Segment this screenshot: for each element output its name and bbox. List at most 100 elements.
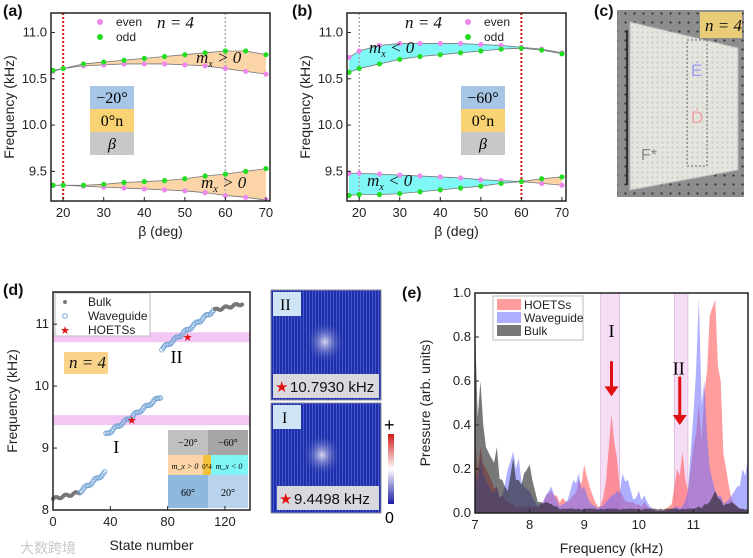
x-tick-label: 120	[214, 514, 236, 529]
y-axis-label: Frequency (kHz)	[1, 55, 17, 158]
point-even	[356, 170, 362, 176]
legend-marker-waveguide	[62, 313, 68, 319]
x-tick-label: 7	[471, 517, 478, 532]
inset-cell	[461, 86, 505, 109]
point-waveguide	[77, 489, 83, 496]
point-even	[182, 188, 188, 194]
inset-label: m_x > 0	[172, 462, 199, 471]
panel-label-a: (a)	[3, 3, 23, 20]
legend-label-hoetss: HOETSs	[524, 298, 571, 312]
curve-odd	[348, 176, 562, 196]
point-odd	[397, 190, 403, 197]
y-tick-label: 11.0	[23, 24, 47, 39]
point-even	[417, 173, 423, 179]
legend-label-waveguide: Waveguide	[524, 311, 584, 325]
y-tick-label: 10.5	[22, 71, 47, 86]
point-odd	[417, 189, 423, 195]
point-odd	[243, 168, 249, 174]
highlight-band	[53, 415, 250, 426]
curve-odd	[348, 47, 563, 73]
marker-E: Ė	[691, 61, 702, 80]
band-fill	[184, 52, 206, 66]
inset-cell	[211, 455, 248, 475]
y-tick-label: 10.0	[22, 117, 47, 132]
point-odd	[498, 46, 504, 52]
band-fill	[420, 43, 441, 57]
point-odd	[347, 69, 352, 75]
legend-swatch-waveguide	[497, 312, 521, 323]
point-odd	[80, 182, 87, 188]
point-waveguide	[207, 311, 214, 317]
point-odd	[437, 187, 443, 193]
band-fill	[379, 174, 400, 195]
mode-label-box-II	[273, 292, 301, 316]
inset-label: 0°n	[472, 113, 494, 130]
band-fill	[164, 54, 185, 65]
point-odd	[51, 67, 56, 74]
legend-marker-odd	[465, 34, 471, 40]
x-axis-label: β (deg)	[138, 223, 183, 239]
band-fill	[460, 177, 481, 189]
band-fill	[541, 176, 562, 186]
y-tick-label: 0.0	[453, 505, 471, 520]
legend-label-odd: odd	[484, 30, 504, 44]
point-even	[243, 194, 249, 200]
x-axis-label: β (deg)	[434, 223, 479, 239]
band-fill	[103, 182, 124, 189]
legend-marker-bulk	[63, 300, 67, 304]
charts: 20 30 40 50 60 709.510.010.511.0β (deg)Freque…	[1, 12, 749, 556]
band-fill	[359, 45, 380, 69]
x-tick-label: 30	[392, 205, 406, 220]
point-even	[202, 63, 208, 69]
waveguide-outline	[686, 39, 708, 167]
point-hoetss: ★	[127, 415, 137, 427]
colorbar-min: 0	[385, 510, 394, 527]
freq-label-II: 10.7930 kHz	[290, 379, 374, 396]
n-label: n = 4	[705, 16, 742, 35]
point-odd	[478, 183, 484, 189]
x-tick-label: 70	[259, 205, 273, 220]
annotation-lower: mx < 0	[367, 171, 413, 193]
mode-label-box-I	[273, 405, 301, 429]
band-fill	[245, 50, 266, 75]
legend-label-bulk: Bulk	[524, 324, 548, 338]
inset-cell	[208, 475, 248, 508]
legend-swatch-bulk	[497, 325, 521, 336]
point-waveguide	[177, 333, 184, 340]
inset-cell	[168, 430, 208, 455]
annotation-upper: mx > 0	[196, 48, 242, 70]
curve-even	[349, 172, 562, 186]
point-even	[347, 170, 352, 176]
freq-label-box-I	[277, 486, 379, 510]
point-odd	[202, 50, 208, 56]
x-axis-label: Frequency (kHz)	[560, 540, 663, 556]
band-fill	[245, 168, 266, 201]
point-even	[559, 182, 565, 188]
point-odd	[559, 51, 565, 57]
inset-cell	[90, 109, 134, 132]
point-waveguide	[97, 474, 104, 481]
panel-label-b: (b)	[292, 3, 312, 20]
point-waveguide	[127, 416, 134, 422]
point-even	[141, 61, 147, 67]
point-waveguide	[107, 429, 114, 436]
spectrum-bulk	[475, 326, 748, 513]
plot-frame-a	[50, 12, 271, 202]
band-fill	[480, 179, 502, 187]
point-odd	[51, 182, 56, 188]
x-tick-label: 40	[433, 205, 447, 220]
point-odd	[80, 61, 87, 67]
plot-frame-d	[52, 291, 251, 511]
point-even	[263, 71, 269, 77]
point-even	[347, 54, 352, 61]
point-odd	[60, 65, 66, 72]
point-even	[121, 185, 127, 191]
point-odd	[347, 192, 352, 199]
band-fill	[420, 175, 441, 192]
point-odd	[101, 181, 107, 187]
highlight-label-I: I	[609, 321, 615, 341]
x-tick-label: 8	[526, 517, 533, 532]
point-odd	[457, 50, 464, 56]
point-odd	[141, 55, 147, 61]
